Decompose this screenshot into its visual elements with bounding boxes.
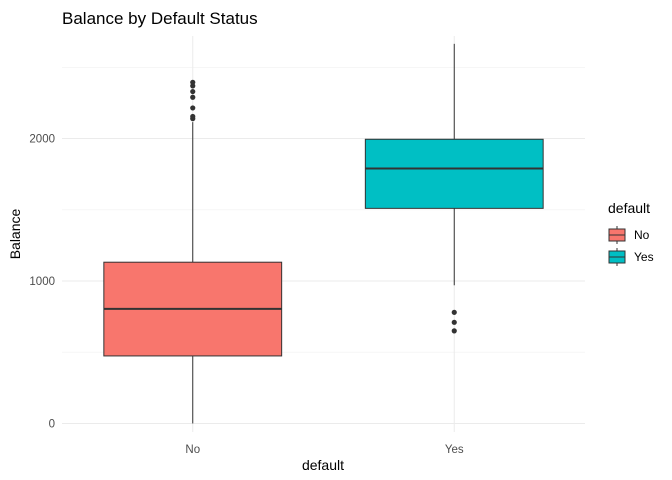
box-no (103, 79, 283, 424)
x-tick-labels: No Yes (185, 444, 463, 456)
outlier-point (451, 319, 457, 325)
y-tick-label: 1000 (29, 276, 55, 288)
grid-lines (62, 36, 585, 432)
iqr-box (364, 138, 544, 209)
outlier-point (190, 94, 196, 100)
x-tick-label: Yes (445, 444, 464, 456)
outlier-point (190, 88, 196, 95)
y-tick-label: 2000 (29, 134, 55, 146)
legend-key-no (608, 226, 626, 244)
outlier-point (190, 83, 196, 89)
legend-label: Yes (634, 250, 654, 264)
legend-key-yes (608, 248, 626, 266)
legend: default No Yes (608, 200, 654, 266)
outlier-point (190, 113, 196, 120)
chart-title: Balance by Default Status (62, 9, 258, 28)
outlier-point (190, 79, 196, 85)
legend-label: No (634, 228, 650, 242)
y-tick-labels: 0 1000 2000 (29, 134, 55, 431)
y-axis-title: Balance (7, 208, 23, 259)
x-tick-label: No (185, 444, 200, 456)
legend-title: default (608, 200, 650, 216)
x-axis-title: default (302, 457, 344, 473)
outlier-point (451, 328, 457, 334)
outlier-point (451, 309, 457, 315)
box-yes (364, 43, 544, 334)
outlier-point (190, 105, 196, 111)
box-series (103, 43, 544, 424)
y-tick-label: 0 (49, 418, 55, 430)
